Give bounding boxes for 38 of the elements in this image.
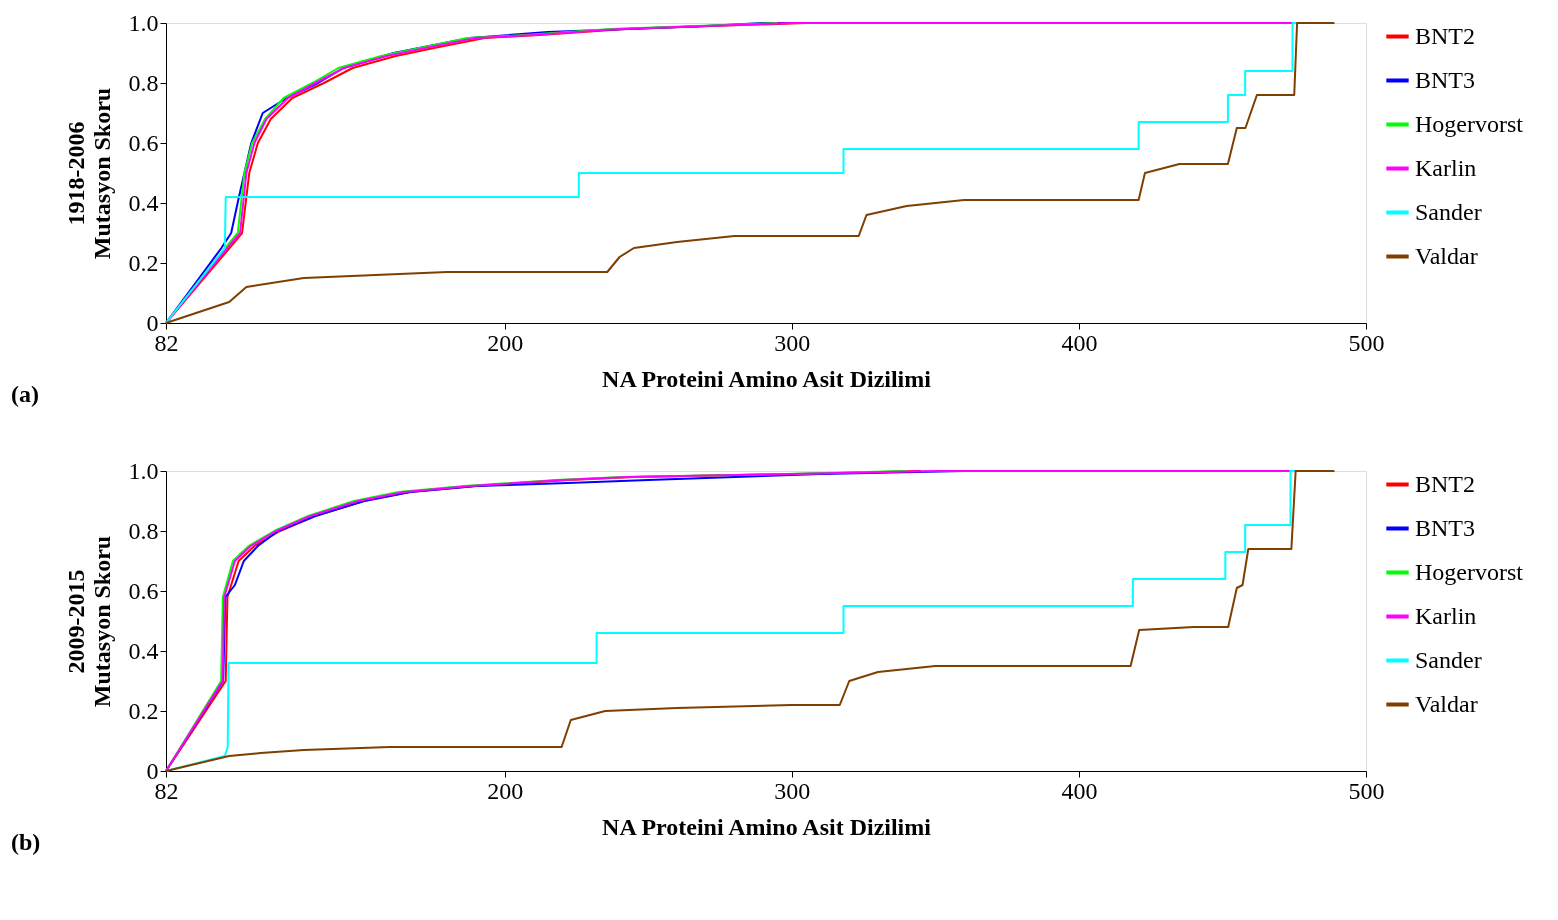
y-axis-title: 2009-2015 Mutasyon Skoru [62, 535, 115, 708]
text: (a) [11, 381, 39, 407]
legend-label: BNT3 [1415, 66, 1475, 93]
x-tick-label: 400 [1061, 329, 1098, 356]
y-tick-label: 0 [146, 309, 159, 336]
y-tick-label: 0.4 [128, 637, 159, 664]
y-tick-label: 0.6 [128, 129, 159, 156]
legend-label: BNT2 [1415, 22, 1475, 49]
y-tick-label: 1.0 [128, 457, 159, 484]
y-tick-label: 0.2 [128, 697, 159, 724]
legend-label: BNT3 [1415, 514, 1475, 541]
y-tick-label: 0.8 [128, 517, 159, 544]
legend-label: Sander [1415, 646, 1482, 673]
x-tick-label: 300 [774, 777, 811, 804]
x-tick-label: 300 [774, 329, 811, 356]
legend-label: Hogervorst [1415, 110, 1524, 137]
legend-label: Sander [1415, 198, 1482, 225]
legend-label: BNT2 [1415, 470, 1475, 497]
x-tick-label: 500 [1348, 329, 1385, 356]
x-tick-label: 200 [487, 777, 524, 804]
text: (b) [11, 829, 41, 855]
y-tick-label: 0.8 [128, 69, 159, 96]
x-tick-label: 500 [1348, 777, 1385, 804]
x-axis-title: NA Proteini Amino Asit Dizilimi [602, 365, 932, 392]
x-tick-label: 400 [1061, 777, 1098, 804]
y-tick-label: 0.2 [128, 249, 159, 276]
x-axis-title: NA Proteini Amino Asit Dizilimi [602, 813, 932, 840]
legend-label: Hogervorst [1415, 558, 1524, 585]
y-tick-label: 0.4 [128, 189, 159, 216]
y-tick-label: 1.0 [128, 9, 159, 36]
y-tick-label: 0 [146, 757, 159, 784]
legend-label: Karlin [1415, 154, 1477, 181]
y-axis-title: 1918-2006 Mutasyon Skoru [62, 87, 115, 260]
legend-label: Valdar [1415, 690, 1478, 717]
legend-label: Karlin [1415, 602, 1477, 629]
legend-label: Valdar [1415, 242, 1478, 269]
x-tick-label: 200 [487, 329, 524, 356]
y-tick-label: 0.6 [128, 577, 159, 604]
